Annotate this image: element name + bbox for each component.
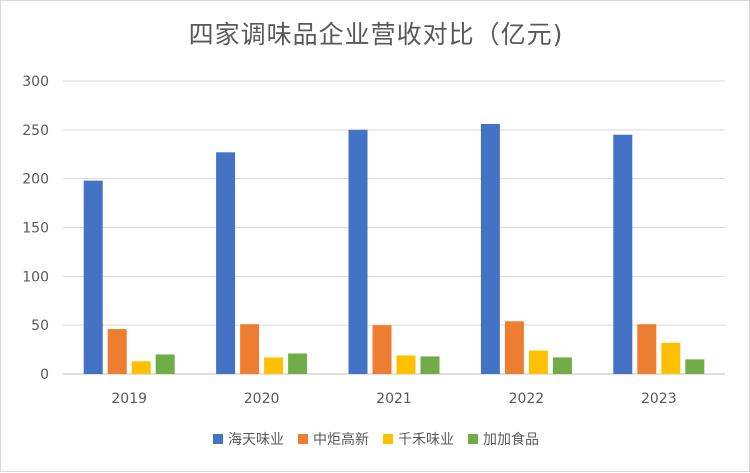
bar-中炬高新-2019 xyxy=(107,329,127,374)
y-tick-label: 50 xyxy=(31,318,49,334)
x-tick-label: 2023 xyxy=(641,391,677,407)
legend-item: 海天味业 xyxy=(213,429,284,449)
chart-title: 四家调味品企业营收对比（亿元) xyxy=(188,20,564,49)
bar-加加食品-2019 xyxy=(155,354,175,374)
bar-海天味业-2023 xyxy=(613,134,633,374)
bar-千禾味业-2020 xyxy=(264,357,284,374)
bar-海天味业-2021 xyxy=(348,129,368,374)
bar-千禾味业-2022 xyxy=(528,350,548,374)
y-tick-label: 100 xyxy=(22,269,49,285)
y-tick-label: 200 xyxy=(22,172,49,188)
legend-item: 中炬高新 xyxy=(298,429,369,449)
bar-中炬高新-2023 xyxy=(637,324,657,374)
x-tick-label: 2021 xyxy=(376,391,412,407)
bar-中炬高新-2022 xyxy=(504,321,524,374)
legend-item: 千禾味业 xyxy=(383,429,454,449)
legend-label: 海天味业 xyxy=(228,432,284,448)
x-tick-label: 2019 xyxy=(111,391,147,407)
chart-legend: 海天味业 中炬高新 千禾味业 加加食品 xyxy=(1,429,750,449)
bar-中炬高新-2021 xyxy=(372,325,392,374)
bar-千禾味业-2021 xyxy=(396,355,416,374)
bar-加加食品-2022 xyxy=(552,357,572,374)
x-tick-label: 2022 xyxy=(509,391,545,407)
legend-swatch xyxy=(468,434,478,444)
legend-label: 千禾味业 xyxy=(398,432,454,448)
y-tick-label: 150 xyxy=(22,221,49,237)
legend-swatch xyxy=(383,434,393,444)
legend-swatch xyxy=(213,434,223,444)
bar-加加食品-2020 xyxy=(288,353,308,374)
bar-加加食品-2021 xyxy=(420,356,440,374)
bar-加加食品-2023 xyxy=(685,359,705,374)
x-tick-label: 2020 xyxy=(244,391,280,407)
legend-label: 加加食品 xyxy=(483,432,539,448)
bar-海天味业-2022 xyxy=(480,123,500,375)
y-tick-label: 300 xyxy=(22,74,49,90)
bar-海天味业-2019 xyxy=(83,180,103,374)
y-tick-label: 250 xyxy=(22,123,49,139)
legend-label: 中炬高新 xyxy=(313,432,369,448)
bar-千禾味业-2023 xyxy=(661,342,681,374)
legend-swatch xyxy=(298,434,308,444)
legend-item: 加加食品 xyxy=(468,429,539,449)
bar-海天味业-2020 xyxy=(216,152,236,374)
bar-千禾味业-2019 xyxy=(131,361,151,374)
y-tick-label: 0 xyxy=(40,367,49,383)
bar-中炬高新-2020 xyxy=(240,324,260,374)
